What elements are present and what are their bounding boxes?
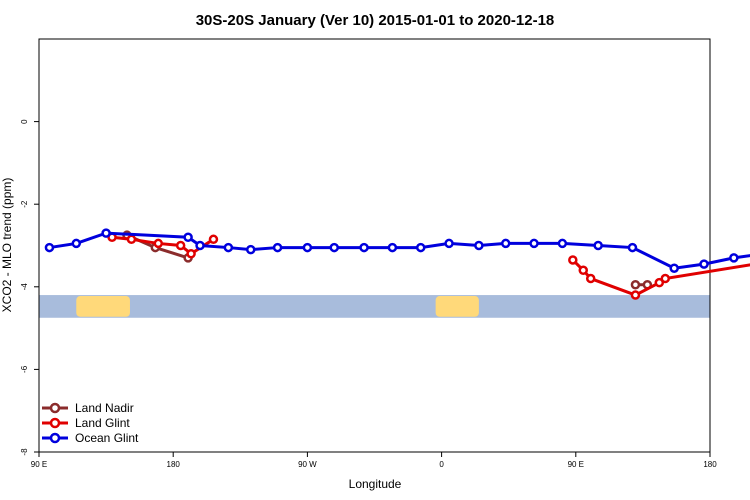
y-tick-label: -4 bbox=[20, 283, 29, 291]
data-point bbox=[272, 242, 283, 253]
data-point bbox=[557, 238, 568, 249]
x-axis-label: Longitude bbox=[349, 477, 402, 491]
data-point bbox=[444, 238, 454, 249]
data-point bbox=[500, 238, 511, 249]
y-tick-label: -2 bbox=[20, 200, 29, 208]
data-point bbox=[126, 234, 137, 245]
data-point bbox=[223, 242, 234, 253]
map-band bbox=[39, 295, 710, 318]
data-point bbox=[101, 228, 111, 238]
data-point bbox=[578, 265, 589, 276]
series-ocean-glint bbox=[44, 228, 750, 273]
legend-label: Land Glint bbox=[75, 416, 130, 430]
data-point bbox=[44, 242, 55, 253]
land-patch-0 bbox=[76, 296, 130, 317]
data-point bbox=[183, 232, 193, 242]
data-point bbox=[302, 242, 313, 253]
data-point bbox=[359, 242, 369, 253]
data-point bbox=[415, 242, 426, 253]
data-point bbox=[568, 255, 578, 265]
data-point bbox=[660, 273, 671, 284]
data-point bbox=[329, 242, 339, 253]
data-point bbox=[387, 242, 398, 253]
legend-marker bbox=[49, 417, 61, 429]
series-line bbox=[571, 258, 750, 297]
series-land-glint bbox=[107, 232, 750, 300]
data-point bbox=[630, 279, 641, 290]
y-tick-label: -8 bbox=[20, 448, 29, 456]
legend-label: Land Nadir bbox=[75, 401, 134, 415]
x-axis-ticks: 90 E 180 90 W 0 90 E 180 bbox=[31, 452, 717, 469]
data-point bbox=[474, 240, 484, 251]
x-tick-label: 90 W bbox=[298, 460, 317, 469]
data-point bbox=[729, 253, 739, 263]
plot-frame bbox=[38, 38, 711, 453]
data-point bbox=[593, 240, 603, 251]
x-tick-label: 90 E bbox=[31, 460, 47, 469]
legend-label: Ocean Glint bbox=[75, 431, 139, 445]
land-patch-1 bbox=[435, 296, 479, 317]
series-layer bbox=[44, 228, 750, 300]
y-axis-label: XCO2 - MLO trend (ppm) bbox=[0, 178, 14, 313]
data-point bbox=[529, 238, 539, 249]
chart-title: 30S-20S January (Ver 10) 2015-01-01 to 2… bbox=[196, 12, 555, 29]
data-point bbox=[654, 277, 665, 288]
x-tick-label: 0 bbox=[439, 460, 444, 469]
data-point bbox=[186, 249, 196, 259]
data-point bbox=[153, 238, 164, 249]
data-point bbox=[699, 259, 709, 269]
data-point bbox=[71, 238, 82, 249]
data-point bbox=[245, 244, 256, 255]
ocean-band bbox=[39, 295, 710, 318]
data-point bbox=[627, 242, 638, 253]
data-point bbox=[669, 263, 679, 273]
y-axis-ticks: 0 -2 -4 -6 -8 bbox=[20, 119, 39, 456]
data-point bbox=[585, 273, 596, 284]
data-point bbox=[195, 240, 205, 251]
x-tick-label: 180 bbox=[167, 460, 181, 469]
x-tick-label: 180 bbox=[703, 460, 717, 469]
data-point bbox=[208, 234, 219, 245]
y-tick-label: 0 bbox=[20, 119, 29, 124]
legend-marker bbox=[49, 432, 61, 444]
legend-marker bbox=[49, 402, 61, 414]
data-point bbox=[630, 290, 641, 300]
y-tick-label: -6 bbox=[20, 365, 29, 373]
x-tick-label: 90 E bbox=[568, 460, 584, 469]
data-point bbox=[175, 240, 186, 251]
